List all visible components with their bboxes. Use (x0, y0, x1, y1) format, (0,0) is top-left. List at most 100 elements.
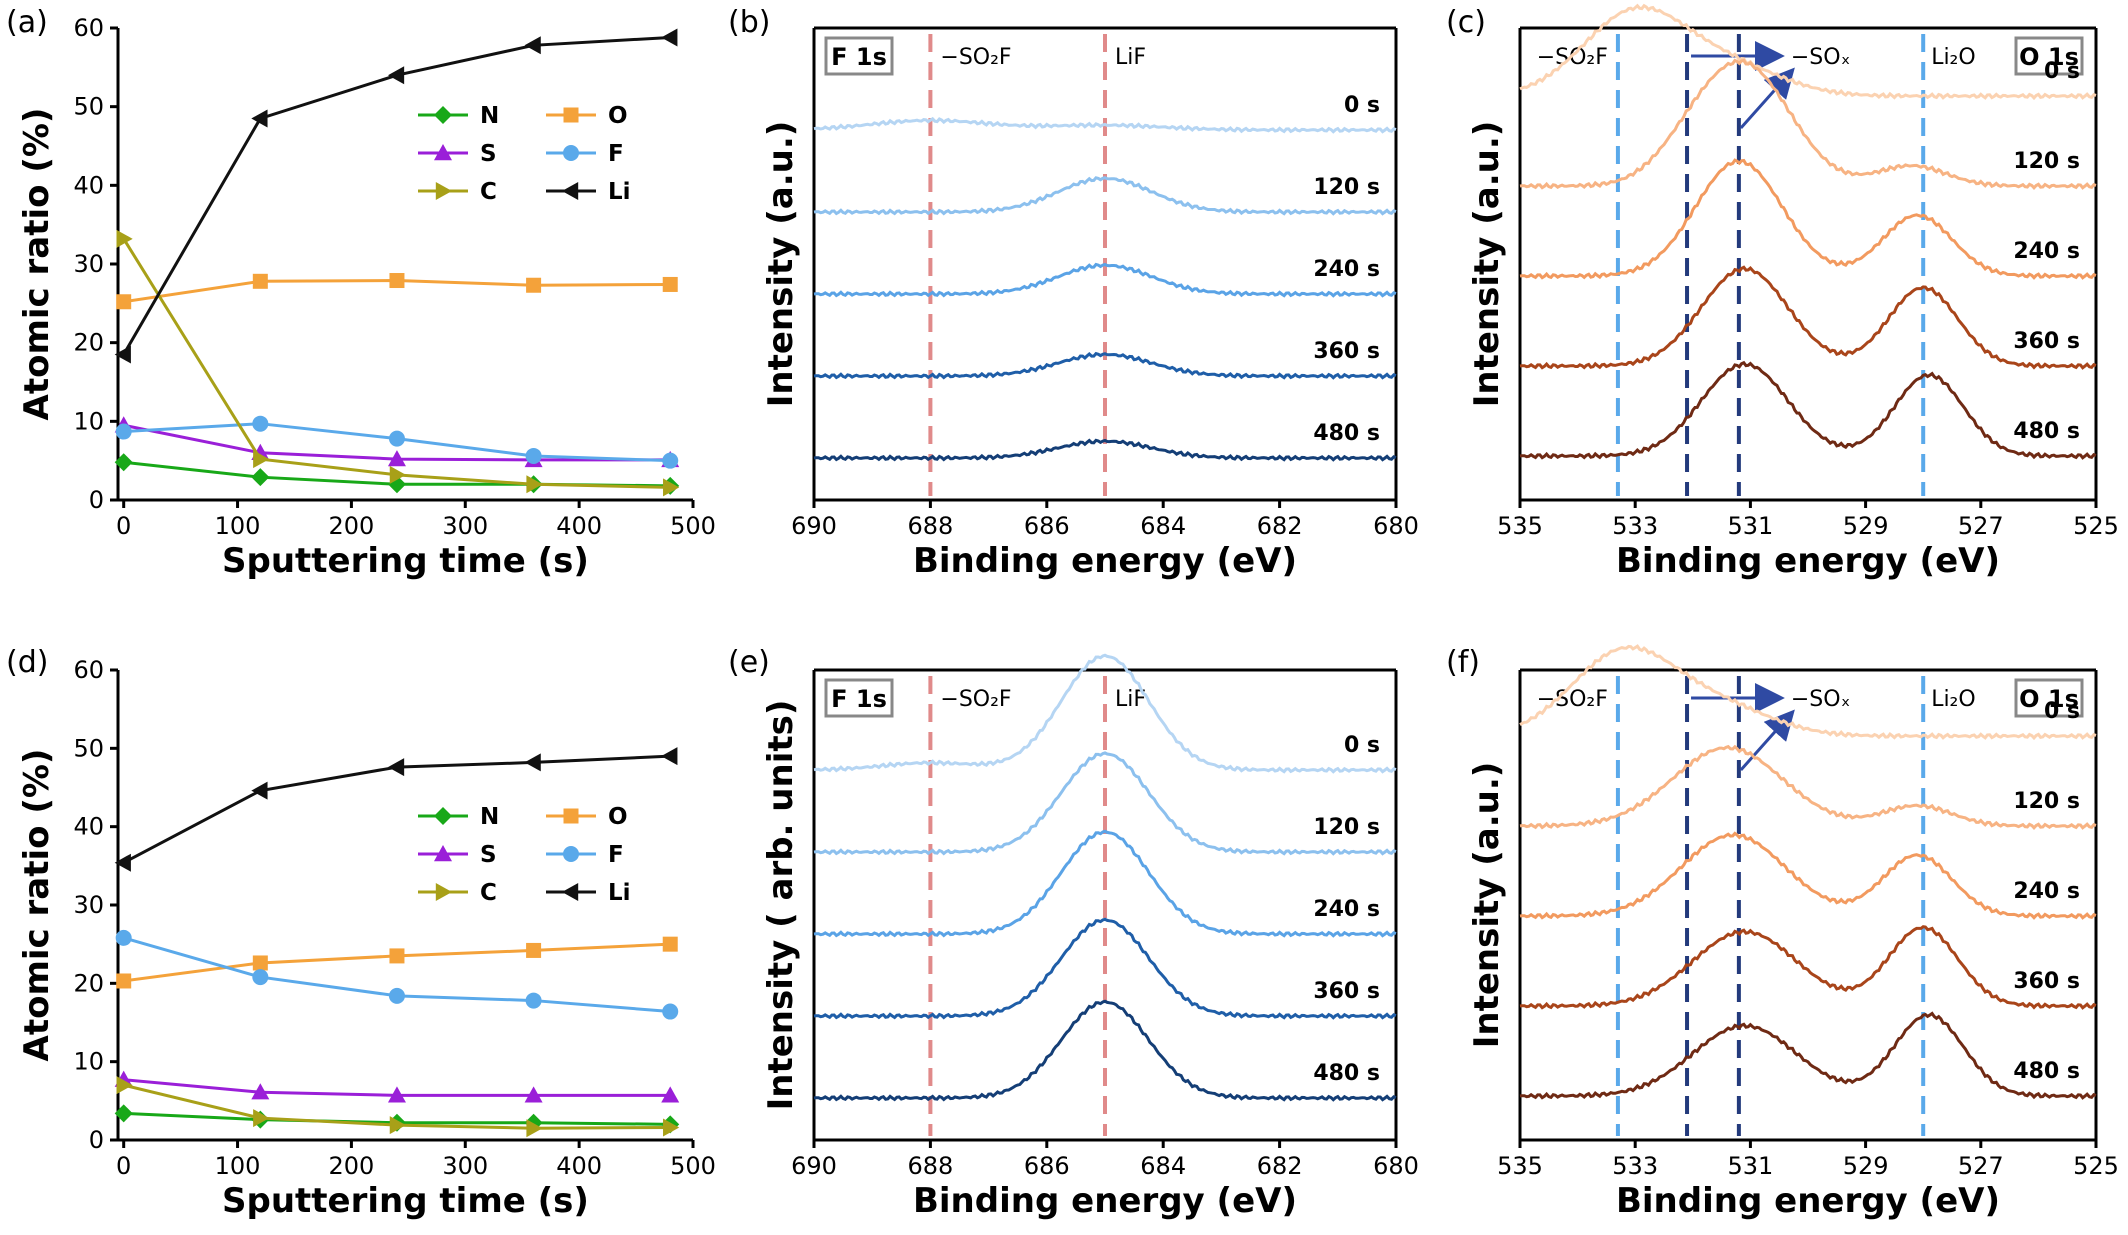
spectrum-label: 480 s (1313, 1061, 1380, 1086)
y-tick-label: 30 (73, 250, 104, 278)
x-tick-label: 688 (907, 512, 953, 540)
x-tick-label: 500 (670, 1152, 716, 1180)
y-axis-title: Intensity (a.u.) (761, 121, 801, 408)
x-tick-label: 527 (1958, 1152, 2004, 1180)
core-level-box (824, 36, 894, 76)
legend-marker (562, 182, 579, 200)
data-point (525, 447, 542, 464)
data-point (387, 450, 406, 467)
spectrum-0s: 0 s (813, 93, 1397, 134)
spectrum-240s: 240 s (1519, 831, 2097, 920)
core-level-label: O 1s (2019, 685, 2079, 713)
spectrum-label: 120 s (2013, 149, 2080, 174)
spectrum-label: 0 s (2044, 59, 2080, 84)
x-tick-label: 400 (556, 1152, 602, 1180)
y-tick-label: 10 (73, 1048, 104, 1076)
spectrum-120s: 120 s (813, 751, 1397, 856)
legend-label-f: F (608, 842, 624, 868)
reference-line-label: −SOₓ (1791, 45, 1850, 70)
x-tick-label: 535 (1497, 512, 1543, 540)
legend-label-s: S (480, 141, 497, 167)
series-li (114, 28, 678, 364)
data-point (253, 450, 270, 469)
data-point (663, 1118, 680, 1137)
x-tick-label: 684 (1140, 512, 1186, 540)
spectrum-line (1519, 158, 2097, 280)
y-axis-title: Intensity ( arb. units) (761, 700, 801, 1111)
y-tick-label: 60 (73, 656, 104, 684)
spectrum-480s: 480 s (1519, 1011, 2097, 1100)
data-point (662, 276, 678, 292)
spectrum-120s: 120 s (1519, 58, 2097, 190)
legend-label-o: O (608, 804, 628, 830)
data-point (662, 1003, 679, 1020)
spectrum-360s: 360 s (1519, 265, 2097, 370)
x-tick-label: 300 (442, 1152, 488, 1180)
x-tick-label: 682 (1257, 1152, 1303, 1180)
data-point (387, 758, 405, 777)
spectrum-line (1519, 831, 2097, 920)
spectrum-line (813, 438, 1397, 462)
data-point (251, 468, 270, 487)
legend-label-s: S (480, 842, 497, 868)
spectrum-480s: 480 s (1519, 360, 2097, 460)
core-level-box (2014, 36, 2084, 76)
spectrum-label: 0 s (1344, 733, 1380, 758)
data-point (387, 66, 405, 85)
x-tick-label: 300 (442, 512, 488, 540)
y-axis-title: Intensity (a.u.) (1467, 762, 1507, 1049)
spectrum-line (813, 262, 1397, 298)
data-point (663, 478, 680, 497)
data-point (116, 1076, 133, 1095)
data-point (662, 936, 678, 952)
panel-label-c: (c) (1446, 5, 1486, 40)
spectrum-line (813, 351, 1397, 380)
x-tick-label: 500 (670, 512, 716, 540)
legend-label-c: C (480, 880, 497, 906)
x-tick-label: 200 (329, 1152, 375, 1180)
data-point (389, 948, 405, 964)
spectrum-label: 240 s (1313, 257, 1380, 282)
x-tick-label: 529 (1843, 512, 1889, 540)
x-tick-label: 533 (1612, 1152, 1658, 1180)
x-tick-label: 0 (116, 1152, 131, 1180)
x-tick-label: 688 (907, 1152, 953, 1180)
data-point (252, 415, 269, 432)
x-tick-label: 533 (1612, 512, 1658, 540)
spectrum-label: 240 s (2013, 879, 2080, 904)
x-tick-label: 525 (2073, 512, 2119, 540)
spectrum-360s: 360 s (813, 917, 1397, 1020)
data-point (114, 1104, 133, 1123)
x-axis-title: Binding energy (eV) (1616, 1181, 2000, 1221)
spectrum-240s: 240 s (1519, 158, 2097, 280)
data-point (114, 345, 131, 364)
y-axis-title: Atomic ratio (%) (17, 108, 57, 421)
spectrum-360s: 360 s (1519, 925, 2097, 1010)
legend-marker (434, 807, 452, 825)
core-level-box (824, 678, 894, 718)
spectrum-480s: 480 s (813, 999, 1397, 1102)
panel-label-b: (b) (728, 5, 770, 40)
legend-marker (434, 144, 452, 161)
label-pointer-arrow (1739, 67, 1795, 129)
legend-label-n: N (480, 804, 499, 830)
y-tick-label: 20 (73, 329, 104, 357)
legend-label-li: Li (608, 179, 631, 205)
data-point (251, 1083, 270, 1100)
spectrum-line (813, 653, 1397, 774)
series-s (114, 1070, 680, 1103)
spectrum-line (1519, 58, 2097, 190)
x-tick-label: 100 (215, 1152, 261, 1180)
core-level-label: F 1s (831, 43, 887, 71)
y-tick-label: 10 (73, 407, 104, 435)
x-axis-title: Binding energy (eV) (913, 1181, 1297, 1221)
spectrum-line (813, 999, 1397, 1102)
spectrum-label: 360 s (1313, 979, 1380, 1004)
spectrum-line (813, 176, 1397, 216)
spectrum-label: 120 s (1313, 815, 1380, 840)
data-point (387, 1086, 406, 1103)
